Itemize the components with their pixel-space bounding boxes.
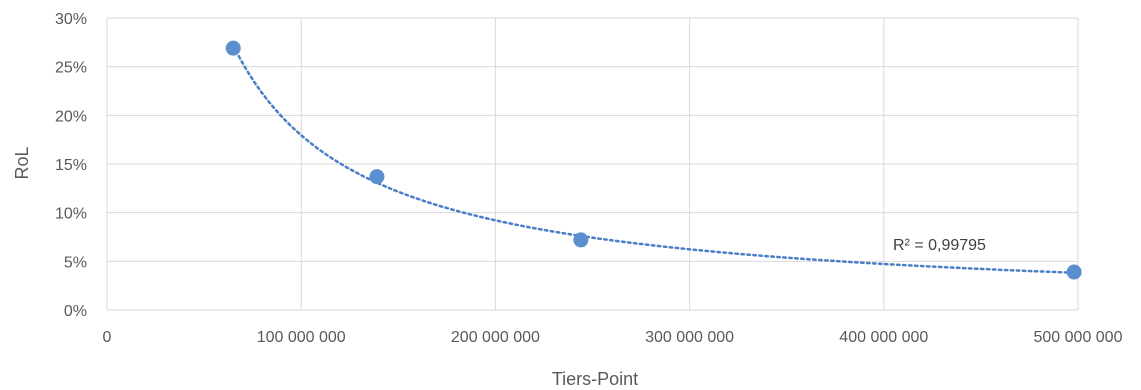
data-point: [369, 169, 385, 185]
y-axis-title: RoL: [12, 146, 32, 179]
data-point: [573, 232, 589, 248]
x-axis-ticks: 0 100 000 000 200 000 000 300 000 000 400 00…: [103, 329, 1123, 346]
y-tick-label: 0%: [64, 303, 87, 320]
x-tick-label: 500 000 000: [1034, 329, 1123, 346]
x-tick-label: 400 000 000: [839, 329, 928, 346]
y-tick-label: 30%: [55, 11, 87, 28]
x-tick-label: 0: [103, 329, 112, 346]
x-axis-title: Tiers-Point: [552, 369, 638, 389]
data-points: [225, 40, 1082, 280]
y-tick-label: 25%: [55, 60, 87, 77]
y-tick-label: 10%: [55, 206, 87, 223]
data-point: [1066, 264, 1082, 280]
r-squared-label: R² = 0,99795: [893, 237, 986, 254]
x-tick-label: 100 000 000: [257, 329, 346, 346]
y-tick-label: 20%: [55, 108, 87, 125]
y-tick-label: 5%: [64, 254, 87, 271]
data-point: [225, 40, 241, 56]
x-tick-label: 300 000 000: [645, 329, 734, 346]
x-tick-label: 200 000 000: [451, 329, 540, 346]
y-tick-label: 15%: [55, 157, 87, 174]
y-axis-ticks: 0% 5% 10% 15% 20% 25% 30%: [55, 11, 87, 320]
gridlines: [106, 17, 1079, 311]
